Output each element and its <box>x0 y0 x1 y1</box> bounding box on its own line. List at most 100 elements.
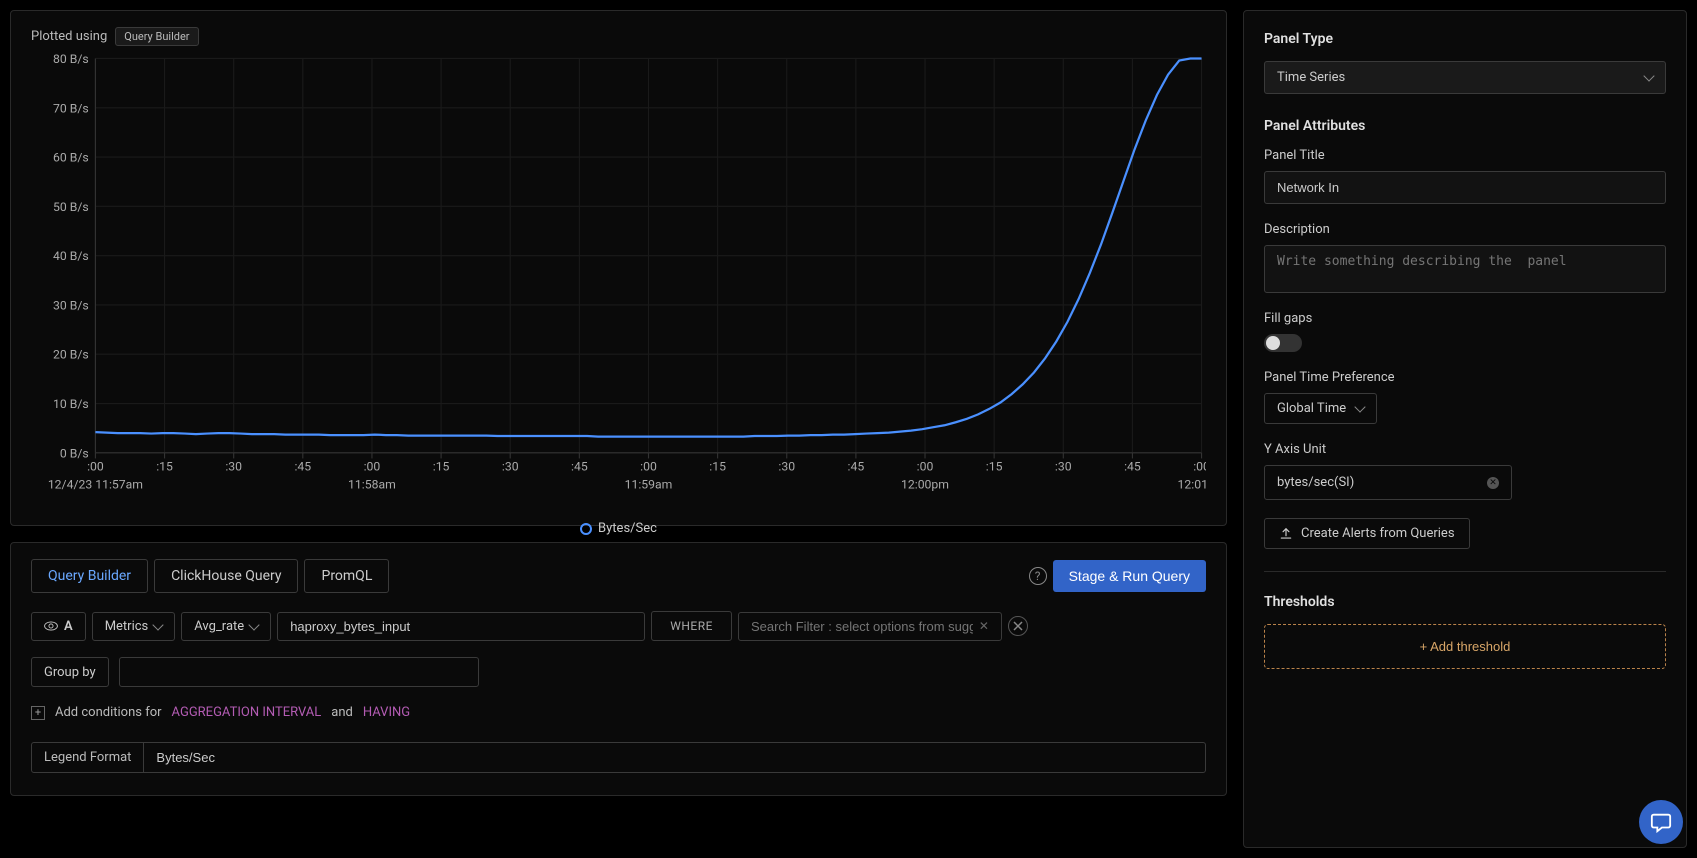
svg-text::45: :45 <box>571 460 588 474</box>
divider <box>1264 571 1666 572</box>
query-builder-panel: Query Builder ClickHouse Query PromQL ? … <box>10 542 1227 796</box>
svg-text:50 B/s: 50 B/s <box>53 200 89 214</box>
svg-text::00: :00 <box>1193 460 1206 474</box>
query-source-value: Metrics <box>105 619 149 634</box>
svg-text:40 B/s: 40 B/s <box>53 249 89 263</box>
svg-text::15: :15 <box>433 460 450 474</box>
query-tab-row: Query Builder ClickHouse Query PromQL ? … <box>31 559 1206 593</box>
svg-text:60 B/s: 60 B/s <box>53 151 89 165</box>
svg-text::30: :30 <box>502 460 519 474</box>
stage-run-query-button[interactable]: Stage & Run Query <box>1053 560 1206 592</box>
panel-time-pref-label: Panel Time Preference <box>1264 370 1666 385</box>
upload-icon <box>1279 527 1293 541</box>
panel-attributes-title: Panel Attributes <box>1264 118 1666 134</box>
description-label: Description <box>1264 222 1666 237</box>
add-threshold-button[interactable]: + Add threshold <box>1264 624 1666 669</box>
legend-format-input[interactable] <box>144 743 1205 772</box>
having-keyword: HAVING <box>363 705 410 720</box>
chevron-down-icon <box>153 619 164 630</box>
svg-text::30: :30 <box>778 460 795 474</box>
panel-title-input-wrap <box>1264 171 1666 204</box>
svg-text:30 B/s: 30 B/s <box>53 298 89 312</box>
description-input-wrap <box>1264 245 1666 293</box>
tab-clickhouse-query[interactable]: ClickHouse Query <box>154 559 298 593</box>
svg-text:70 B/s: 70 B/s <box>53 101 89 115</box>
aggregation-interval-keyword: AGGREGATION INTERVAL <box>172 705 322 720</box>
query-letter: A <box>64 619 73 634</box>
svg-text::00: :00 <box>640 460 657 474</box>
svg-text::45: :45 <box>848 460 865 474</box>
query-metric-input[interactable] <box>277 612 645 641</box>
svg-text:11:59am: 11:59am <box>625 478 673 492</box>
panel-settings-sidebar: Panel Type Time Series Panel Attributes … <box>1243 10 1687 848</box>
tab-query-builder[interactable]: Query Builder <box>31 559 148 593</box>
description-input[interactable] <box>1277 254 1653 284</box>
add-conditions-row[interactable]: + Add conditions for AGGREGATION INTERVA… <box>31 705 1206 720</box>
panel-title-label: Panel Title <box>1264 148 1666 163</box>
svg-text:0 B/s: 0 B/s <box>60 446 89 460</box>
create-alerts-button[interactable]: Create Alerts from Queries <box>1264 518 1470 549</box>
where-label: WHERE <box>651 611 732 641</box>
group-by-input[interactable] <box>119 657 479 687</box>
remove-query-button[interactable] <box>1008 616 1028 636</box>
clear-unit-icon[interactable]: ✕ <box>1487 477 1499 489</box>
svg-text::30: :30 <box>1055 460 1072 474</box>
thresholds-title: Thresholds <box>1264 594 1666 610</box>
chevron-down-icon <box>1354 401 1365 412</box>
svg-text:12:00pm: 12:00pm <box>901 478 949 492</box>
svg-text::00: :00 <box>364 460 381 474</box>
metric-name-field[interactable] <box>290 619 632 634</box>
fill-gaps-toggle[interactable] <box>1264 334 1302 352</box>
query-builder-badge: Query Builder <box>115 27 198 46</box>
svg-text:20 B/s: 20 B/s <box>53 348 89 362</box>
y-axis-unit-select[interactable]: bytes/sec(SI) ✕ <box>1264 465 1512 500</box>
panel-type-value: Time Series <box>1277 70 1345 85</box>
query-agg-value: Avg_rate <box>194 619 244 634</box>
query-aggregation-select[interactable]: Avg_rate <box>181 612 271 641</box>
panel-time-pref-value: Global Time <box>1277 401 1346 416</box>
svg-text::45: :45 <box>1124 460 1141 474</box>
add-cond-prefix: Add conditions for <box>55 705 162 720</box>
legend-format-label: Legend Format <box>32 743 144 772</box>
svg-text::00: :00 <box>917 460 934 474</box>
panel-title-input[interactable] <box>1277 180 1653 195</box>
svg-text:11:58am: 11:58am <box>348 478 396 492</box>
help-icon[interactable]: ? <box>1029 567 1047 585</box>
legend-format-row: Legend Format <box>31 742 1206 773</box>
filter-search-field[interactable] <box>751 619 973 634</box>
query-source-select[interactable]: Metrics <box>92 612 176 641</box>
svg-text::45: :45 <box>294 460 311 474</box>
chat-icon <box>1650 811 1672 833</box>
svg-text::15: :15 <box>986 460 1003 474</box>
query-visibility-toggle[interactable]: A <box>31 612 86 641</box>
clear-filter-icon[interactable]: ✕ <box>979 619 989 633</box>
query-filter-input[interactable]: ✕ <box>738 612 1002 641</box>
chart-area[interactable]: 0 B/s 10 B/s 20 B/s 30 B/s 40 B/s 50 B/s 60 B/… <box>31 54 1206 513</box>
panel-time-pref-select[interactable]: Global Time <box>1264 393 1377 424</box>
tab-promql[interactable]: PromQL <box>304 559 389 593</box>
y-axis-unit-label: Y Axis Unit <box>1264 442 1666 457</box>
chat-support-button[interactable] <box>1639 800 1683 844</box>
add-cond-and: and <box>331 705 353 720</box>
svg-text:12/4/23 11:57am: 12/4/23 11:57am <box>48 478 143 492</box>
query-row-a: A Metrics Avg_rate WHERE ✕ <box>31 611 1206 641</box>
y-axis-unit-value: bytes/sec(SI) <box>1277 475 1354 490</box>
create-alerts-label: Create Alerts from Queries <box>1301 526 1455 541</box>
legend-marker-icon <box>580 523 592 535</box>
close-icon <box>1013 621 1023 631</box>
line-chart: 0 B/s 10 B/s 20 B/s 30 B/s 40 B/s 50 B/s 60 B/… <box>31 54 1206 513</box>
fill-gaps-label: Fill gaps <box>1264 311 1666 326</box>
eye-icon <box>44 621 58 631</box>
svg-text:10 B/s: 10 B/s <box>53 397 89 411</box>
chevron-down-icon <box>249 619 260 630</box>
chart-panel: Plotted using Query Builder 0 B/s10 B/s2… <box>10 10 1227 526</box>
svg-text::00: :00 <box>87 460 104 474</box>
group-by-row: Group by <box>31 657 1206 687</box>
svg-text::30: :30 <box>225 460 242 474</box>
svg-text:80 B/s: 80 B/s <box>53 54 89 66</box>
toggle-knob <box>1266 336 1280 350</box>
svg-text:12:01pm: 12:01pm <box>1178 478 1206 492</box>
panel-type-select[interactable]: Time Series <box>1264 61 1666 94</box>
panel-type-title: Panel Type <box>1264 31 1666 47</box>
chart-legend: Bytes/Sec <box>31 513 1206 536</box>
